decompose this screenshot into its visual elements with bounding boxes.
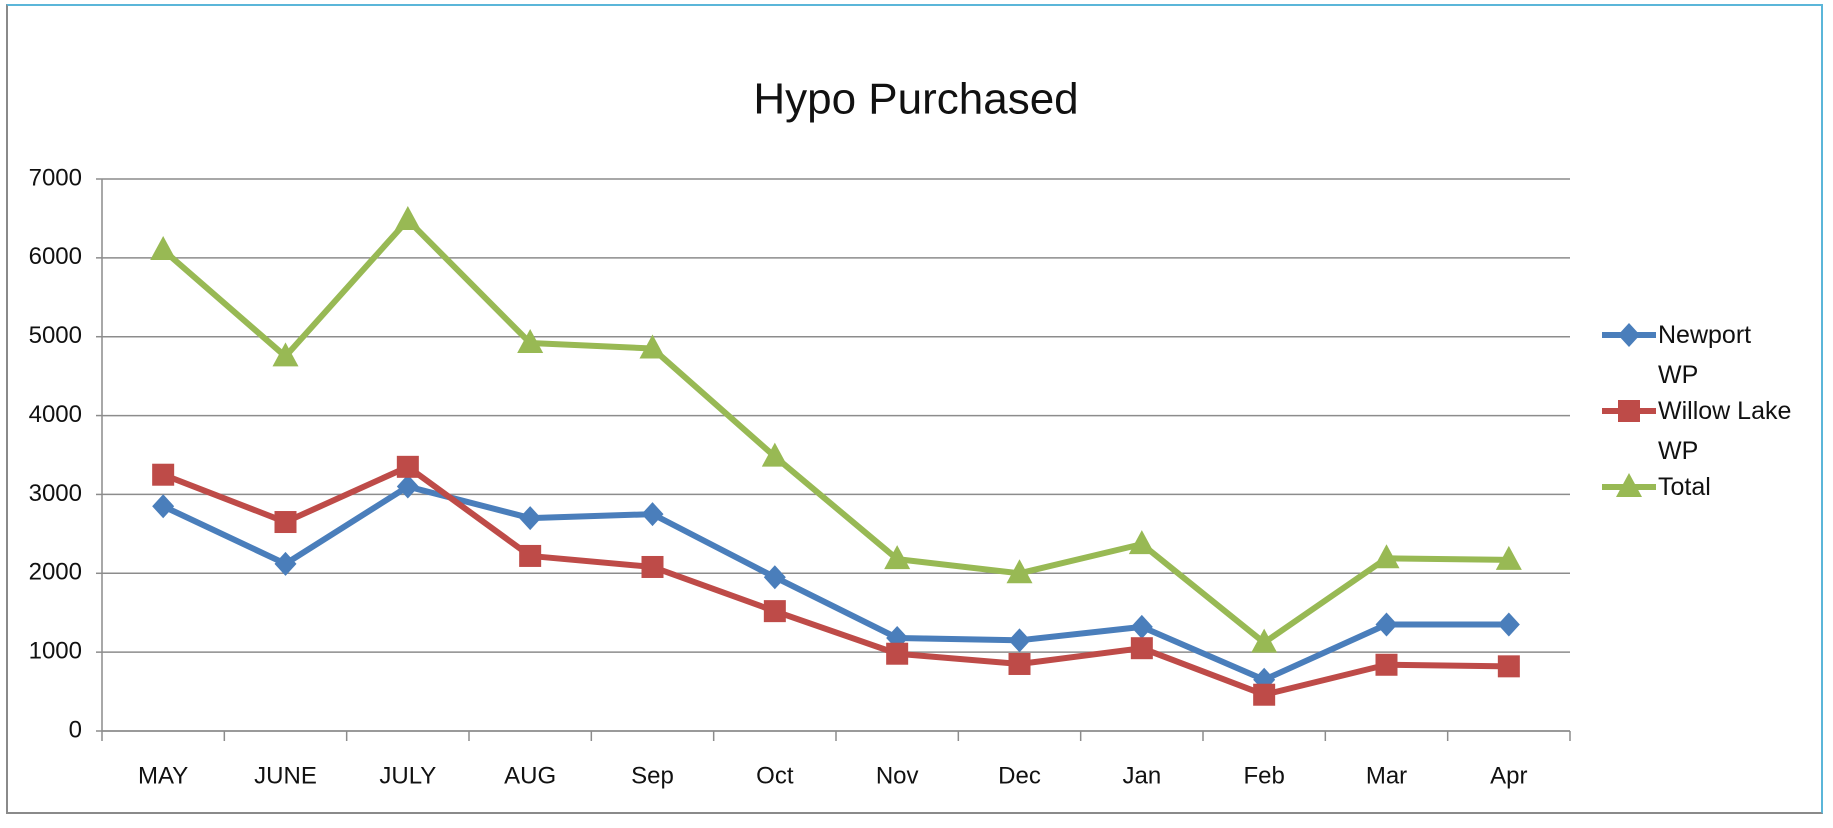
marker	[152, 494, 175, 519]
x-tick-label: JULY	[379, 762, 436, 789]
marker	[1495, 545, 1522, 570]
marker	[1128, 530, 1155, 555]
y-tick-label: 1000	[29, 637, 82, 664]
marker	[1618, 323, 1640, 347]
marker	[1618, 400, 1640, 422]
chart-frame	[6, 4, 1823, 814]
marker	[274, 511, 297, 534]
marker	[150, 235, 177, 260]
legend-label: Newport WP	[1658, 321, 1752, 389]
marker	[1008, 652, 1031, 675]
marker	[272, 342, 299, 367]
marker	[1375, 612, 1398, 637]
marker	[396, 474, 419, 499]
legend-label: Willow Lake WP	[1658, 397, 1792, 465]
marker	[396, 455, 419, 478]
legend-item: Newport WP	[1600, 315, 1793, 395]
legend-item: Total	[1600, 467, 1793, 507]
marker	[886, 642, 909, 665]
marker	[519, 544, 542, 567]
x-tick-label: Oct	[756, 762, 794, 789]
marker	[1251, 628, 1278, 653]
y-tick-label: 3000	[29, 480, 82, 507]
line	[162, 463, 1509, 698]
marker	[761, 442, 788, 467]
marker	[394, 206, 421, 231]
x-tick-label: Feb	[1243, 762, 1284, 789]
x-tick-label: MAY	[138, 762, 188, 789]
chart-title: Hypo Purchased	[753, 75, 1078, 124]
y-tick-label: 0	[69, 716, 82, 743]
legend-icon	[1602, 473, 1656, 497]
marker	[1130, 637, 1153, 660]
marker	[1130, 614, 1153, 639]
marker	[1006, 559, 1033, 584]
x-tick-label: Apr	[1490, 762, 1527, 789]
marker	[884, 545, 911, 570]
x-tick-label: Dec	[998, 762, 1041, 789]
y-tick-label: 2000	[29, 559, 82, 586]
legend-icon	[1602, 400, 1656, 422]
y-tick-label: 7000	[29, 164, 82, 191]
legend-item: Willow Lake WP	[1600, 391, 1793, 471]
marker	[763, 565, 786, 590]
marker	[1373, 544, 1400, 569]
y-tick-label: 6000	[29, 243, 82, 270]
marker	[1008, 628, 1031, 653]
x-tick-label: Sep	[631, 762, 674, 789]
legend-icon	[1602, 323, 1656, 347]
marker	[152, 463, 175, 486]
x-tick-label: JUNE	[254, 762, 317, 789]
marker	[1375, 653, 1398, 676]
x-tick-label: Jan	[1122, 762, 1161, 789]
y-tick-label: 5000	[29, 322, 82, 349]
x-tick-label: AUG	[504, 762, 556, 789]
marker	[517, 329, 544, 354]
marker	[641, 555, 664, 578]
marker	[763, 600, 786, 623]
marker	[1616, 473, 1642, 497]
marker	[274, 551, 297, 576]
line	[161, 483, 1509, 683]
y-tick-label: 4000	[29, 401, 82, 428]
line	[161, 217, 1509, 646]
legend-label: Total	[1658, 473, 1711, 501]
marker	[641, 502, 664, 527]
marker	[1497, 612, 1520, 637]
marker	[519, 506, 542, 531]
marker	[1253, 683, 1276, 706]
x-tick-label: Mar	[1366, 762, 1407, 789]
marker	[639, 334, 666, 359]
x-tick-label: Nov	[876, 762, 919, 789]
marker	[1497, 655, 1520, 678]
